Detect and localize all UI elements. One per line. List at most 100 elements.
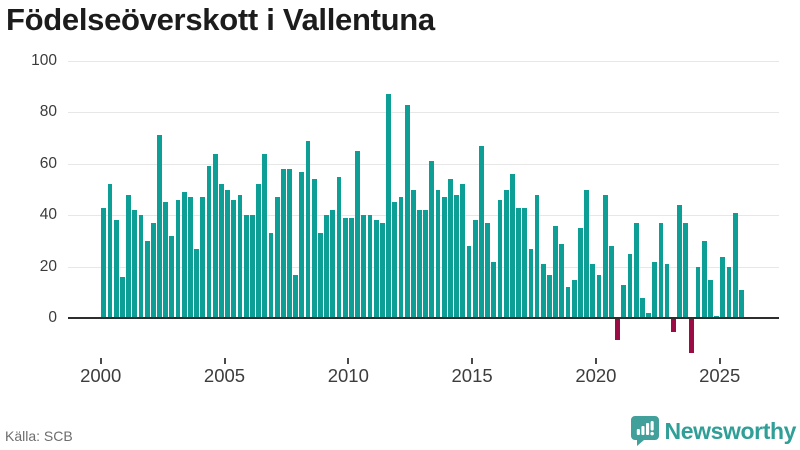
- bar-2005-q4[interactable]: [243, 215, 249, 319]
- bar-2011-q4[interactable]: [392, 202, 398, 319]
- bar-2014-q4[interactable]: [466, 246, 472, 319]
- bar-2006-q3[interactable]: [262, 153, 268, 319]
- bar-2016-q4[interactable]: [516, 207, 521, 319]
- bar-2015-q2[interactable]: [478, 145, 484, 319]
- bar-2021-q3[interactable]: [633, 223, 639, 319]
- bar-2018-q2[interactable]: [553, 225, 559, 319]
- bar-2002-q1[interactable]: [150, 223, 156, 319]
- bar-2002-q4[interactable]: [169, 235, 175, 319]
- bar-2024-q2[interactable]: [701, 241, 707, 319]
- bar-2011-q2[interactable]: [379, 223, 385, 319]
- bar-2022-q1[interactable]: [646, 313, 651, 319]
- bar-2001-q2[interactable]: [132, 210, 138, 319]
- bar-2005-q3[interactable]: [237, 194, 243, 319]
- bar-2014-q2[interactable]: [454, 194, 460, 319]
- bar-2010-q2[interactable]: [355, 150, 360, 319]
- bar-2004-q3[interactable]: [212, 153, 218, 319]
- bar-2019-q1[interactable]: [571, 279, 577, 319]
- bar-2010-q4[interactable]: [367, 215, 373, 319]
- bar-2017-q1[interactable]: [522, 207, 528, 319]
- bar-2020-q3[interactable]: [608, 246, 614, 319]
- bar-2003-q1[interactable]: [175, 199, 181, 319]
- bar-2023-q1[interactable]: [670, 319, 676, 333]
- bar-2012-q4[interactable]: [417, 210, 422, 319]
- bar-2003-q2[interactable]: [181, 192, 187, 319]
- bar-2020-q2[interactable]: [602, 194, 608, 319]
- bar-2004-q4[interactable]: [219, 184, 224, 319]
- bar-2005-q2[interactable]: [231, 199, 237, 319]
- bar-2016-q1[interactable]: [497, 199, 503, 319]
- bar-2014-q1[interactable]: [448, 179, 453, 319]
- bar-2013-q2[interactable]: [429, 161, 435, 319]
- bar-2015-q4[interactable]: [491, 261, 497, 319]
- bar-2002-q3[interactable]: [163, 202, 169, 319]
- bar-2019-q2[interactable]: [578, 228, 583, 319]
- bar-2018-q4[interactable]: [565, 287, 571, 319]
- bar-2007-q1[interactable]: [274, 197, 280, 319]
- bar-2021-q1[interactable]: [621, 284, 627, 319]
- bar-2014-q3[interactable]: [460, 184, 466, 319]
- bar-2006-q2[interactable]: [256, 184, 261, 319]
- bar-2012-q1[interactable]: [398, 197, 404, 319]
- bar-2023-q4[interactable]: [689, 319, 695, 353]
- bar-2025-q4[interactable]: [738, 289, 744, 319]
- bar-2007-q3[interactable]: [287, 168, 292, 319]
- bar-2007-q2[interactable]: [280, 168, 286, 319]
- bar-2017-q4[interactable]: [540, 264, 546, 319]
- bar-2001-q3[interactable]: [138, 215, 144, 319]
- bar-2022-q3[interactable]: [658, 223, 664, 319]
- bar-2002-q2[interactable]: [157, 135, 162, 319]
- newsworthy-logo[interactable]: Newsworthy: [630, 416, 796, 446]
- bar-2009-q4[interactable]: [342, 217, 348, 319]
- bar-2020-q1[interactable]: [596, 274, 602, 319]
- bar-2013-q1[interactable]: [423, 210, 429, 319]
- bar-2021-q4[interactable]: [639, 297, 645, 319]
- bar-2010-q1[interactable]: [349, 217, 354, 319]
- bar-2019-q4[interactable]: [590, 264, 596, 319]
- bar-2023-q2[interactable]: [677, 205, 682, 319]
- bar-2000-q2[interactable]: [107, 184, 113, 319]
- bar-2016-q3[interactable]: [509, 174, 515, 319]
- bar-2011-q3[interactable]: [386, 94, 391, 319]
- bar-2000-q1[interactable]: [101, 207, 107, 319]
- bar-2018-q1[interactable]: [547, 274, 552, 319]
- bar-2012-q3[interactable]: [410, 189, 416, 319]
- bar-2009-q3[interactable]: [336, 176, 342, 319]
- bar-2001-q1[interactable]: [126, 194, 131, 319]
- bar-2025-q3[interactable]: [732, 212, 738, 319]
- bar-2008-q3[interactable]: [311, 179, 317, 319]
- bar-2015-q3[interactable]: [485, 223, 490, 319]
- bar-2021-q2[interactable]: [627, 253, 633, 319]
- bar-2000-q4[interactable]: [119, 277, 125, 319]
- bar-2018-q3[interactable]: [559, 243, 565, 319]
- bar-2017-q2[interactable]: [528, 248, 534, 319]
- bar-2005-q1[interactable]: [225, 189, 230, 319]
- bar-2012-q2[interactable]: [404, 104, 410, 319]
- bar-2025-q1[interactable]: [720, 256, 726, 319]
- bar-2004-q1[interactable]: [200, 197, 206, 319]
- bar-2019-q3[interactable]: [584, 189, 590, 319]
- bar-2023-q3[interactable]: [683, 223, 689, 319]
- bar-2009-q2[interactable]: [330, 210, 336, 319]
- bar-2000-q3[interactable]: [113, 220, 119, 319]
- bar-2013-q3[interactable]: [435, 189, 441, 319]
- bar-2008-q2[interactable]: [305, 140, 311, 319]
- bar-2024-q3[interactable]: [708, 279, 713, 319]
- bar-2007-q4[interactable]: [293, 274, 299, 319]
- bar-2006-q4[interactable]: [268, 233, 274, 319]
- bar-2013-q4[interactable]: [441, 197, 447, 319]
- bar-2017-q3[interactable]: [534, 194, 540, 319]
- bar-2004-q2[interactable]: [206, 166, 212, 319]
- bar-2025-q2[interactable]: [726, 266, 732, 319]
- bar-2008-q1[interactable]: [299, 171, 305, 319]
- bar-2001-q4[interactable]: [144, 241, 150, 319]
- bar-2003-q3[interactable]: [188, 197, 193, 319]
- bar-2024-q4[interactable]: [714, 315, 719, 319]
- bar-2016-q2[interactable]: [503, 189, 509, 319]
- bar-2024-q1[interactable]: [695, 266, 701, 319]
- bar-2015-q1[interactable]: [472, 220, 478, 319]
- bar-2008-q4[interactable]: [318, 233, 323, 319]
- bar-2003-q4[interactable]: [194, 248, 200, 319]
- bar-2020-q4[interactable]: [615, 319, 620, 340]
- bar-2011-q1[interactable]: [373, 220, 379, 319]
